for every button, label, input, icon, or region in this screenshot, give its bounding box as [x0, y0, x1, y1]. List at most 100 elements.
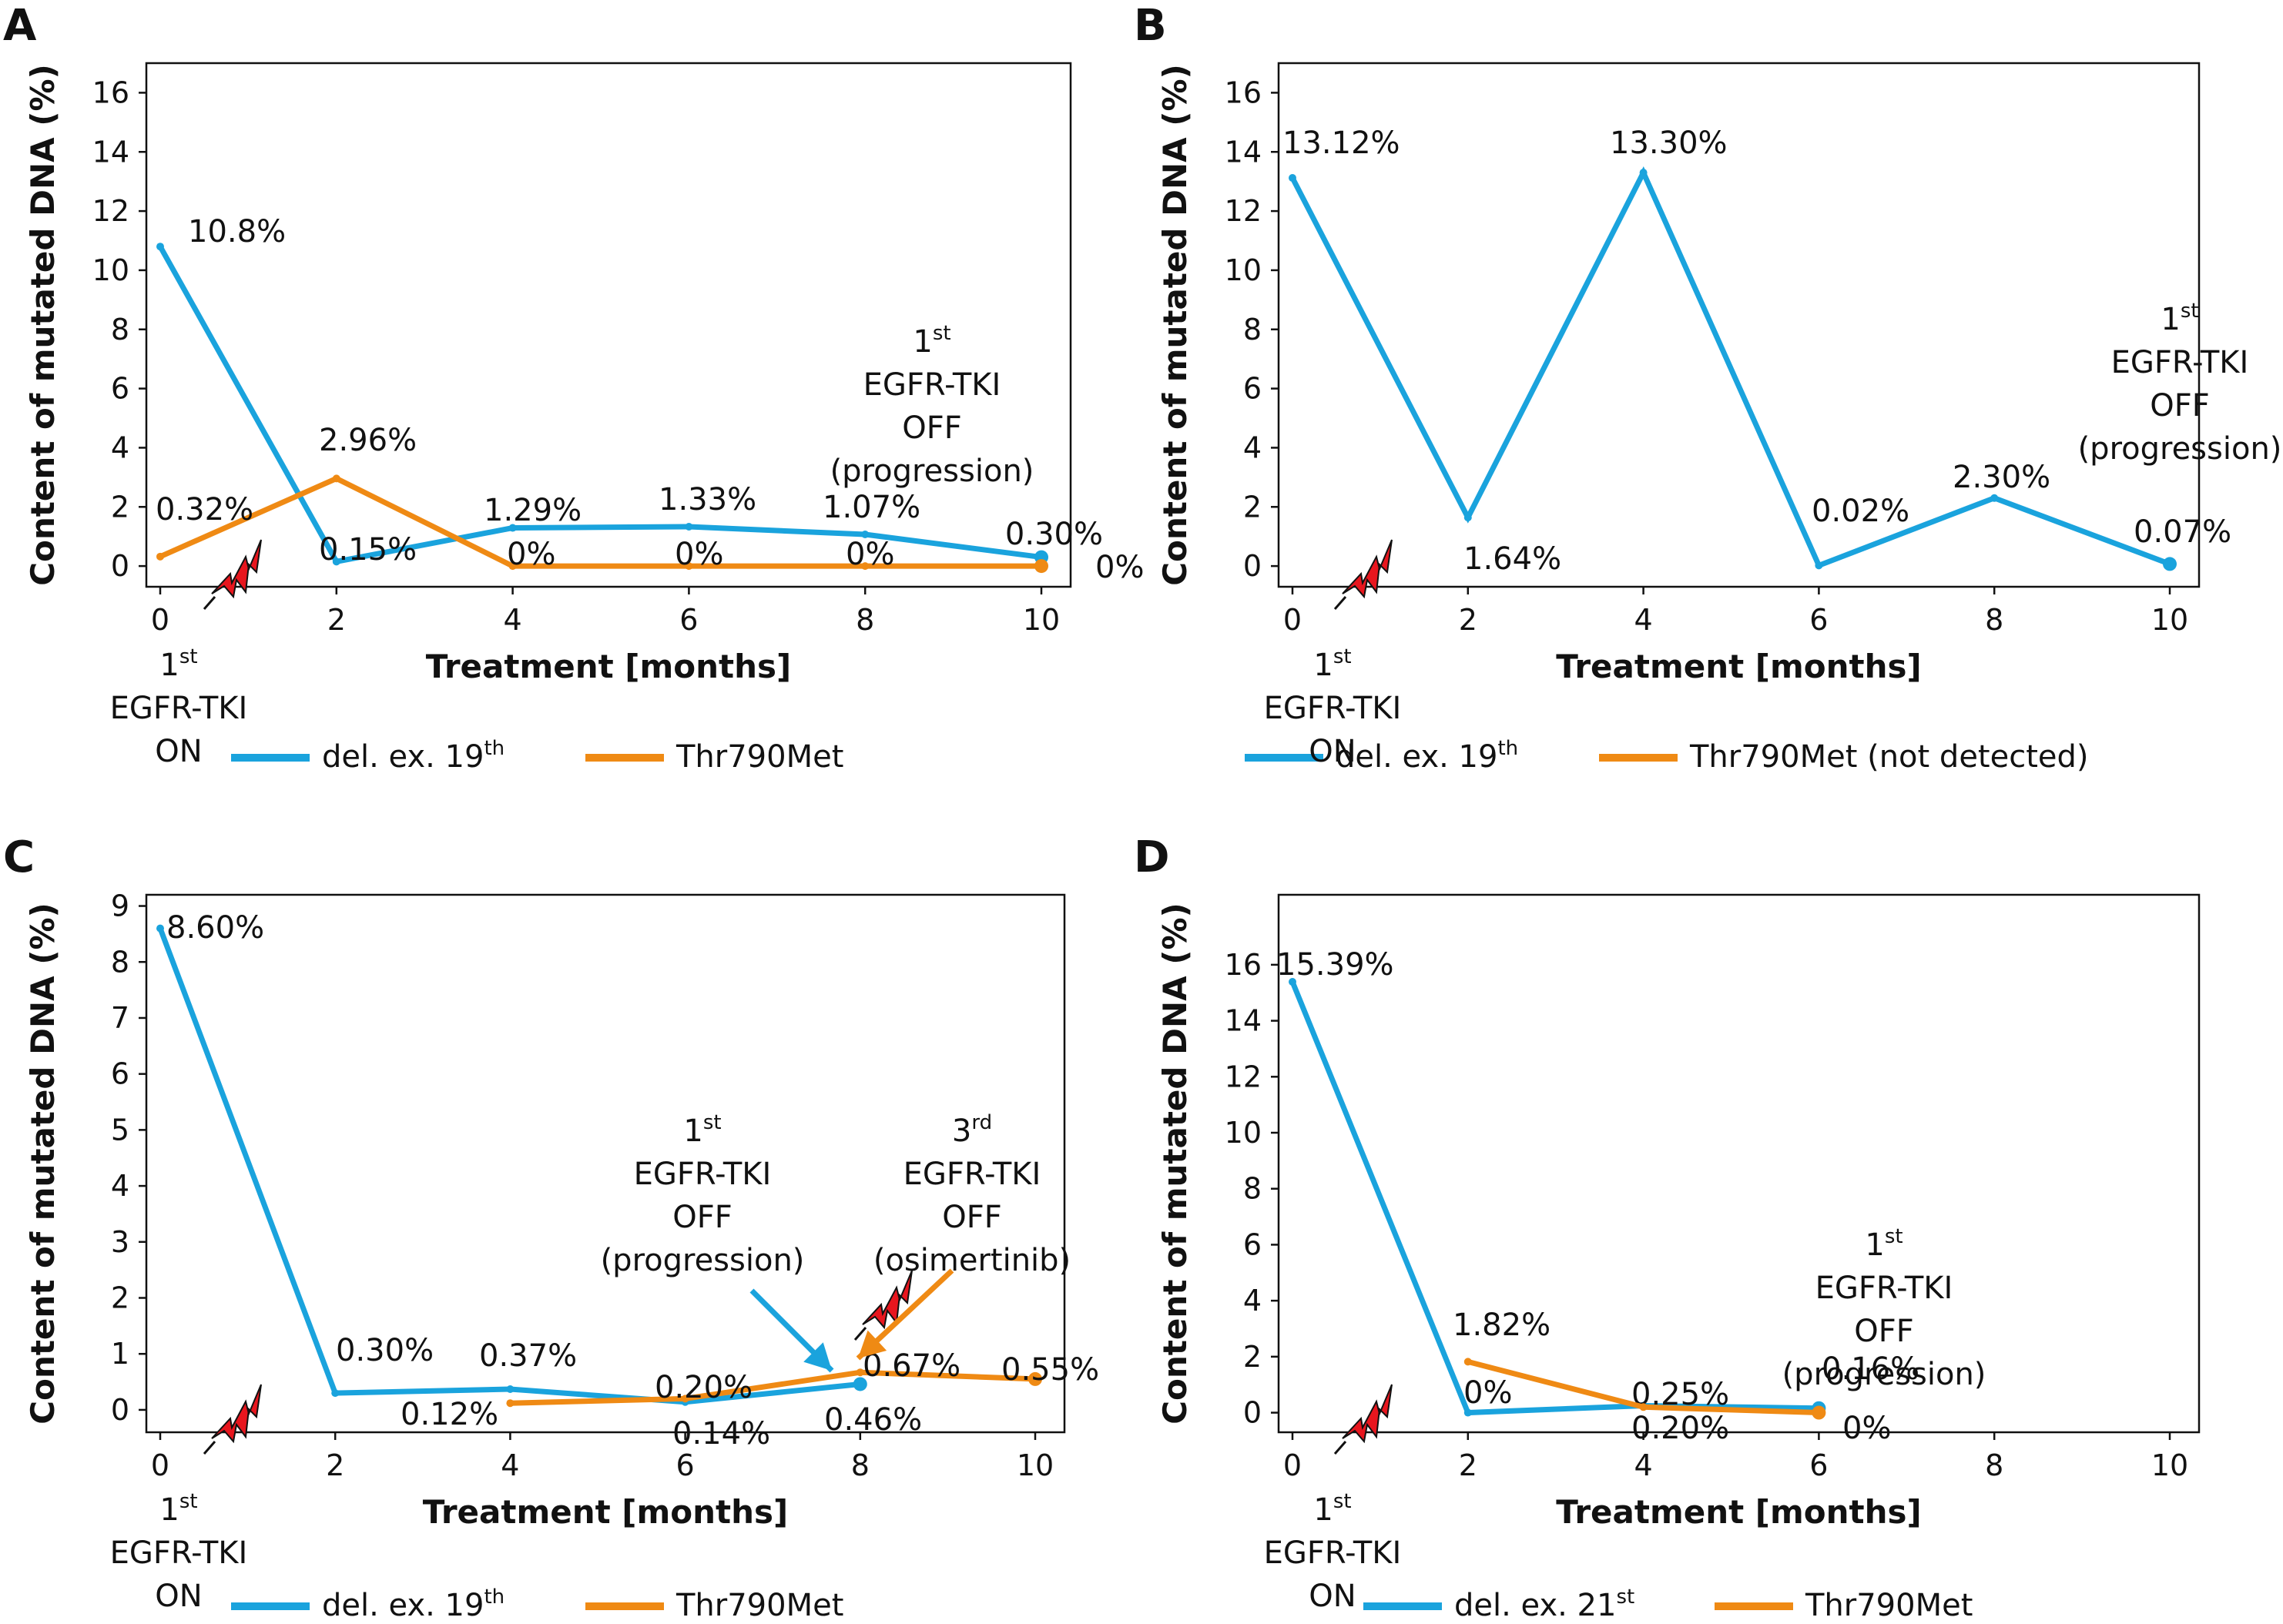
- x-tick-label: 0: [151, 1448, 169, 1482]
- annotation-line: EGFR-TKI: [1815, 1271, 1953, 1306]
- annotation-line: EGFR-TKI: [863, 367, 1001, 403]
- legend-label: del. ex. 21: [1454, 1588, 1616, 1623]
- annotation-ordinal: 1: [159, 1492, 179, 1528]
- legend-entry: del. ex. 19th: [1336, 737, 1518, 775]
- annotation-line: 1st: [159, 645, 197, 683]
- series-line-orange: [510, 1369, 1036, 1406]
- annotation-line: 1st: [913, 322, 950, 360]
- legend-entry: Thr790Met: [1805, 1588, 1973, 1623]
- legend-entry: del. ex. 21st: [1454, 1585, 1634, 1623]
- data-label: 0.14%: [672, 1416, 770, 1452]
- data-label: 13.12%: [1282, 126, 1400, 161]
- lightning-bolt-icon-tail: [203, 1441, 216, 1455]
- x-tick-label: 4: [1634, 603, 1653, 637]
- y-tick-label: 3: [111, 1225, 129, 1259]
- data-point-blue: [508, 524, 517, 532]
- annotation-line: OFF: [2150, 388, 2210, 424]
- data-point-blue: [331, 1389, 340, 1398]
- y-tick-label: 0: [111, 1393, 129, 1427]
- annotation-line: 1st: [159, 1490, 197, 1528]
- y-axis-label: Content of mutated DNA (%): [24, 902, 62, 1424]
- annotation-ordinal: 1: [1865, 1227, 1884, 1263]
- x-tick-label: 10: [1017, 1448, 1054, 1482]
- annotation-line: 1st: [683, 1111, 721, 1149]
- legend-label: del. ex. 19: [1336, 739, 1497, 775]
- annotation-line: EGFR-TKI: [903, 1157, 1041, 1192]
- annotation-ordinal: 1: [2161, 302, 2180, 337]
- y-tick-label: 8: [111, 313, 129, 347]
- x-tick-label: 4: [1634, 1448, 1653, 1482]
- data-label: 0.20%: [655, 1370, 753, 1405]
- data-point-orange: [685, 562, 693, 571]
- y-tick-label: 0: [1243, 1396, 1262, 1430]
- data-point-blue: [1990, 494, 1999, 502]
- legend-entry: del. ex. 19th: [322, 737, 505, 775]
- annotation-line: (progression): [1782, 1357, 1986, 1392]
- data-point-blue: [1639, 169, 1648, 177]
- x-tick-label: 2: [1459, 603, 1477, 637]
- data-label: 1.82%: [1453, 1308, 1550, 1343]
- annotation-line: EGFR-TKI: [1264, 691, 1402, 726]
- y-tick-label: 4: [1243, 430, 1262, 464]
- data-label: 0.07%: [2134, 514, 2231, 550]
- data-point-blue: [156, 243, 164, 251]
- x-tick-label: 10: [2151, 1448, 2188, 1482]
- data-label: 13.30%: [1610, 126, 1728, 161]
- y-tick-label: 8: [1243, 313, 1262, 347]
- series-end-marker-orange: [1034, 559, 1048, 574]
- data-label: 0.67%: [863, 1348, 960, 1384]
- y-tick-label: 16: [92, 75, 129, 109]
- legend-sup: th: [484, 737, 505, 760]
- annotation-line: OFF: [1854, 1314, 1914, 1349]
- series-end-marker-blue: [853, 1377, 867, 1391]
- y-tick-label: 4: [111, 1169, 129, 1203]
- annotation-line: ON: [155, 1579, 202, 1614]
- series-line-blue: [1289, 166, 2171, 569]
- x-axis-label: Treatment [months]: [1556, 1493, 1921, 1531]
- data-label: 0.16%: [1822, 1351, 1919, 1387]
- annotation-ordinal: 1: [913, 324, 932, 360]
- series-end-marker-orange: [1812, 1405, 1826, 1420]
- panel-letter: C: [3, 832, 35, 882]
- y-tick-label: 9: [111, 889, 129, 923]
- annotation-sup: st: [703, 1111, 722, 1134]
- x-tick-label: 10: [1023, 603, 1060, 637]
- panel-d: D 0 2 4 6 8 10 12 14 16 0 2 4 6 8 10 Treatment [months] C…: [1134, 832, 2201, 1623]
- y-tick-label: 6: [1243, 372, 1262, 406]
- panel-b: B 0 2 4 6 8 10 12 14 16 0 2 4 6 8 10 Treatment [months] C…: [1134, 1, 2281, 775]
- data-label: 0.37%: [479, 1338, 577, 1374]
- legend-label: del. ex. 19: [322, 739, 484, 775]
- x-tick-label: 10: [2151, 603, 2188, 637]
- y-tick-label: 0: [1243, 549, 1262, 583]
- arrow-head-icon: [858, 1330, 887, 1358]
- y-tick-label: 12: [92, 194, 129, 228]
- lightning-bolt-icon-tail: [1333, 1441, 1347, 1455]
- y-axis-label: Content of mutated DNA (%): [1156, 64, 1194, 585]
- y-tick-label: 10: [92, 253, 129, 287]
- x-axis-label: Treatment [months]: [1556, 648, 1921, 685]
- y-tick-label: 1: [111, 1337, 129, 1371]
- annotation-line: EGFR-TKI: [634, 1157, 772, 1192]
- y-tick-label: 10: [1225, 253, 1262, 287]
- legend-sup: st: [1616, 1585, 1634, 1609]
- x-tick-label: 0: [1283, 603, 1302, 637]
- data-point-blue: [1289, 978, 1296, 986]
- data-label: 10.8%: [188, 214, 286, 249]
- y-tick-label: 16: [1225, 948, 1262, 982]
- data-label: 0.15%: [319, 532, 417, 568]
- x-tick-label: 6: [679, 603, 698, 637]
- y-tick-label: 6: [111, 372, 129, 406]
- y-tick-label: 7: [111, 1001, 129, 1035]
- data-point-orange: [861, 562, 870, 571]
- x-axis-label: Treatment [months]: [423, 1493, 788, 1531]
- annotation-line: 1st: [1313, 1490, 1351, 1528]
- annotation-sup: st: [933, 322, 951, 345]
- annotation-sup: st: [1885, 1225, 1903, 1248]
- legend-entry: del. ex. 19th: [322, 1585, 505, 1623]
- data-label: 0.55%: [1001, 1352, 1099, 1388]
- y-tick-label: 8: [1243, 1172, 1262, 1206]
- lightning-bolt-icon: [862, 1270, 913, 1330]
- y-axis-label: Content of mutated DNA (%): [24, 64, 62, 585]
- plot-frame: [145, 893, 1066, 1434]
